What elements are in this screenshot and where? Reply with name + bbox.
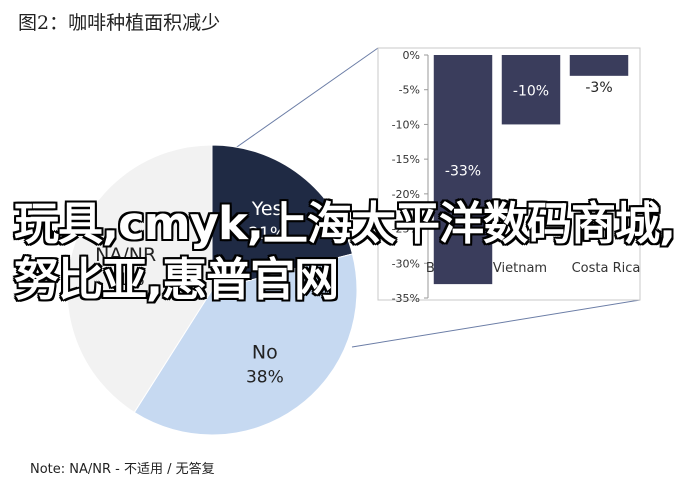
bar-1 <box>433 55 493 285</box>
footnote: Note: NA/NR - 不适用 / 无答复 <box>30 462 215 477</box>
pie-slice-yes <box>211 144 354 291</box>
y-tick-label: -5% <box>399 84 420 97</box>
pie-slice-nanr <box>66 144 213 414</box>
bar-value-label-2: -10% <box>513 84 549 100</box>
y-tick-label: 0% <box>403 49 420 62</box>
bar-2 <box>501 55 561 125</box>
connector-line-top <box>213 47 379 164</box>
x-category-label: Costa Rica <box>572 261 641 276</box>
pie-label-no: No <box>252 342 278 364</box>
pie-value-yes: 21% <box>248 224 286 244</box>
y-tick-label: -25% <box>392 223 420 236</box>
connector-line-bottom <box>351 299 641 348</box>
pie-value-no: 38% <box>246 368 284 388</box>
pie-chart: Yes 21% No 38% NA/NR 41% <box>66 144 358 436</box>
y-tick-label: -30% <box>392 257 420 270</box>
pie-slice-no <box>133 253 358 436</box>
x-category-label: Vietnam <box>493 261 547 276</box>
pie-label-nanr: NA/NR <box>95 244 156 266</box>
y-tick-label: -20% <box>392 188 420 201</box>
y-tick-label: -10% <box>392 118 420 131</box>
bar-3 <box>569 55 629 76</box>
bar-value-label-3: -3% <box>585 80 612 96</box>
bar-chart: -33% -10% -3% <box>433 55 629 285</box>
pie-value-nanr: 41% <box>107 270 145 290</box>
chart-title: 图2：咖啡种植面积减少 <box>18 12 221 34</box>
bar-value-label-1: -33% <box>445 164 481 180</box>
y-tick-label: -15% <box>392 153 420 166</box>
connector-lines <box>213 47 641 348</box>
pie-label-yes: Yes <box>251 198 283 220</box>
watermark-text: 玩具,cmyk,上海太平洋数码商城,努比亚,惠普官网 <box>14 197 676 306</box>
y-tick-label: -35% <box>392 292 420 305</box>
